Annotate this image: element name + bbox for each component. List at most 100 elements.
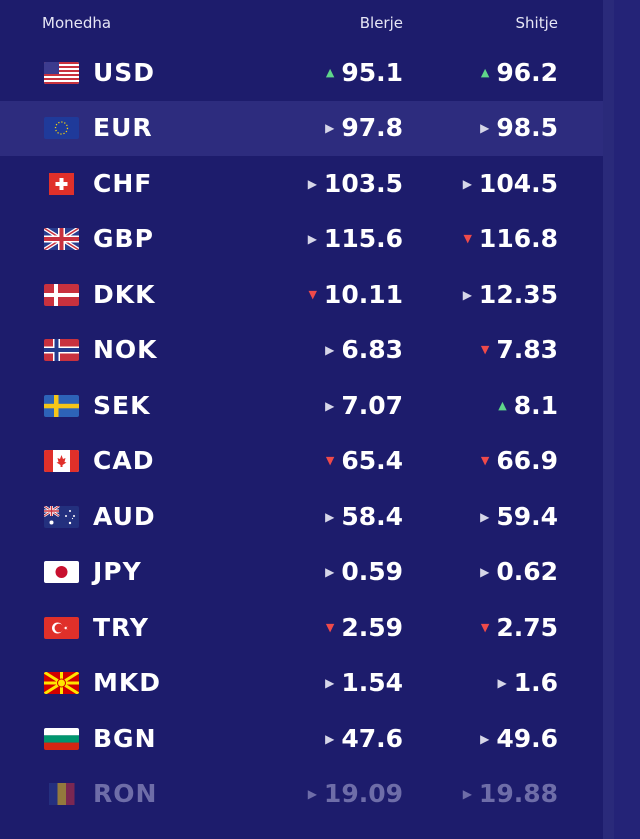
arrow-right-icon: ▶ (480, 731, 490, 746)
ch-flag-icon (44, 173, 79, 195)
table-row[interactable]: GBP ▶ 115.6 ▼ 116.8 (0, 212, 603, 267)
buy-value: ▶ 97.8 (325, 113, 403, 142)
currency-code: MKD (93, 668, 162, 697)
arrow-down-icon: ▼ (480, 454, 490, 467)
au-flag-icon (44, 506, 79, 528)
exchange-rates-panel: Monedha Blerje Shitje USD ▲ 95.1 ▲ 96.2 (0, 0, 603, 822)
buy-column-header: Blerje (359, 14, 403, 32)
gb-flag-icon (44, 228, 79, 250)
arrow-right-icon: ▶ (462, 176, 472, 191)
table-row[interactable]: NOK ▶ 6.83 ▼ 7.83 (0, 323, 603, 378)
ca-flag-icon (44, 450, 79, 472)
arrow-right-icon: ▶ (462, 786, 472, 801)
buy-value: ▶ 0.59 (325, 557, 403, 586)
currency-code: DKK (93, 280, 156, 309)
us-flag-icon (44, 62, 79, 84)
ro-flag-icon (44, 783, 79, 805)
buy-value: ▼ 2.59 (325, 613, 403, 642)
currency-code: NOK (93, 335, 158, 364)
table-header: Monedha Blerje Shitje (0, 0, 603, 46)
scrollbar-thumb[interactable] (614, 0, 640, 839)
buy-value: ▼ 10.11 (308, 280, 403, 309)
arrow-right-icon: ▶ (307, 786, 317, 801)
table-row[interactable]: USD ▲ 95.1 ▲ 96.2 (0, 46, 603, 101)
arrow-right-icon: ▶ (325, 675, 335, 690)
currency-code: CAD (93, 446, 155, 475)
table-row[interactable]: EUR ▶ 97.8 ▶ 98.5 (0, 101, 603, 156)
sell-value: ▼ 116.8 (463, 224, 558, 253)
sell-value: ▶ 19.88 (462, 779, 558, 808)
arrow-down-icon: ▼ (308, 288, 317, 301)
sell-column-header: Shitje (515, 14, 558, 32)
arrow-right-icon: ▶ (307, 176, 317, 191)
arrow-right-icon: ▶ (480, 509, 490, 524)
dk-flag-icon (44, 284, 79, 306)
sell-value: ▼ 66.9 (480, 446, 558, 475)
arrow-down-icon: ▼ (325, 621, 335, 634)
arrow-down-icon: ▼ (480, 621, 490, 634)
sell-value: ▲ 96.2 (480, 58, 558, 87)
bg-flag-icon (44, 728, 79, 750)
se-flag-icon (44, 395, 79, 417)
buy-value: ▶ 58.4 (325, 502, 403, 531)
buy-value: ▲ 95.1 (325, 58, 403, 87)
buy-value: ▶ 6.83 (325, 335, 403, 364)
currency-code: USD (93, 58, 156, 87)
currency-code: EUR (93, 113, 153, 142)
sell-value: ▲ 8.1 (498, 391, 558, 420)
sell-value: ▼ 7.83 (480, 335, 558, 364)
arrow-right-icon: ▶ (325, 120, 335, 135)
sell-value: ▶ 1.6 (497, 668, 558, 697)
table-row[interactable]: JPY ▶ 0.59 ▶ 0.62 (0, 545, 603, 600)
sell-value: ▶ 59.4 (480, 502, 558, 531)
table-row[interactable]: BGN ▶ 47.6 ▶ 49.6 (0, 712, 603, 767)
mk-flag-icon (44, 672, 79, 694)
arrow-right-icon: ▶ (480, 120, 490, 135)
arrow-right-icon: ▶ (325, 564, 335, 579)
buy-value: ▼ 65.4 (325, 446, 403, 475)
currency-column-header: Monedha (42, 14, 112, 32)
table-row[interactable]: DKK ▼ 10.11 ▶ 12.35 (0, 268, 603, 323)
tr-flag-icon (44, 617, 79, 639)
sell-value: ▶ 104.5 (462, 169, 558, 198)
arrow-right-icon: ▶ (325, 509, 335, 524)
arrow-up-icon: ▲ (325, 66, 335, 79)
arrow-right-icon: ▶ (325, 342, 335, 357)
arrow-up-icon: ▲ (480, 66, 490, 79)
table-row[interactable]: AUD ▶ 58.4 ▶ 59.4 (0, 490, 603, 545)
eu-flag-icon (44, 117, 79, 139)
table-row[interactable]: MKD ▶ 1.54 ▶ 1.6 (0, 656, 603, 711)
table-row[interactable]: SEK ▶ 7.07 ▲ 8.1 (0, 379, 603, 434)
currency-code: GBP (93, 224, 154, 253)
arrow-down-icon: ▼ (325, 454, 335, 467)
buy-value: ▶ 103.5 (307, 169, 403, 198)
jp-flag-icon (44, 561, 79, 583)
currency-code: SEK (93, 391, 151, 420)
scrollbar-track[interactable] (603, 0, 640, 839)
table-row[interactable]: TRY ▼ 2.59 ▼ 2.75 (0, 601, 603, 656)
arrow-right-icon: ▶ (480, 564, 490, 579)
currency-code: BGN (93, 724, 157, 753)
buy-value: ▶ 47.6 (325, 724, 403, 753)
arrow-right-icon: ▶ (462, 287, 472, 302)
currency-code: JPY (93, 557, 142, 586)
arrow-down-icon: ▼ (480, 343, 490, 356)
sell-value: ▶ 12.35 (462, 280, 558, 309)
table-row[interactable]: CHF ▶ 103.5 ▶ 104.5 (0, 157, 603, 212)
buy-value: ▶ 7.07 (325, 391, 403, 420)
currency-code: AUD (93, 502, 156, 531)
arrow-right-icon: ▶ (325, 731, 335, 746)
buy-value: ▶ 115.6 (307, 224, 403, 253)
table-row[interactable]: CAD ▼ 65.4 ▼ 66.9 (0, 434, 603, 489)
currency-code: TRY (93, 613, 150, 642)
arrow-right-icon: ▶ (307, 231, 317, 246)
arrow-down-icon: ▼ (463, 232, 472, 245)
buy-value: ▶ 19.09 (307, 779, 403, 808)
sell-value: ▶ 98.5 (480, 113, 558, 142)
no-flag-icon (44, 339, 79, 361)
arrow-right-icon: ▶ (497, 675, 507, 690)
arrow-right-icon: ▶ (325, 398, 335, 413)
arrow-up-icon: ▲ (498, 399, 507, 412)
currency-code: CHF (93, 169, 153, 198)
table-row[interactable]: RON ▶ 19.09 ▶ 19.88 (0, 767, 603, 822)
